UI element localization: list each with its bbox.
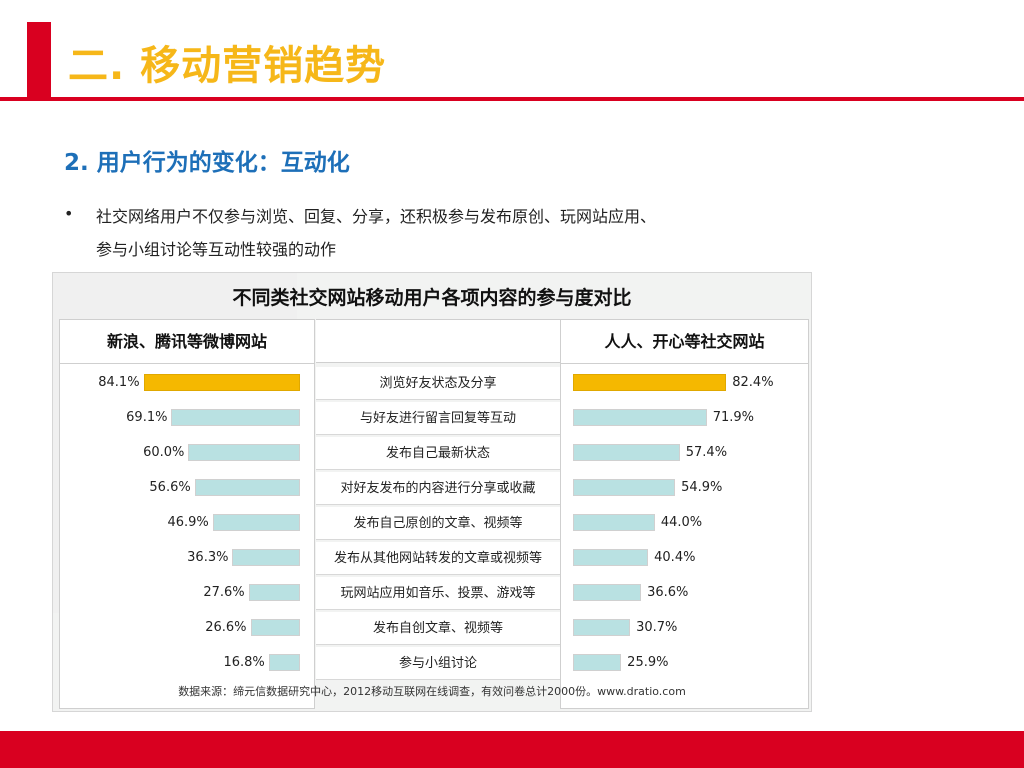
weibo-bar	[171, 409, 300, 426]
chart-title: 不同类社交网站移动用户各项内容的参与度对比	[232, 287, 632, 309]
weibo-bar	[194, 479, 300, 496]
sns-value-label: 57.4%	[685, 445, 728, 460]
weibo-bar	[248, 584, 300, 601]
sns-bar	[573, 514, 655, 531]
sns-bar	[573, 479, 676, 496]
weibo-bar	[188, 444, 300, 461]
slide-title: 二. 移动营销趋势	[68, 43, 387, 89]
bullet-text-line-1: 社交网络用户不仅参与浏览、回复、分享，还积极参与发布原创、玩网站应用、	[96, 207, 657, 226]
category-label: 对好友发布的内容进行分享或收藏	[316, 472, 560, 505]
category-label: 发布自己最新状态	[316, 437, 560, 470]
footer-bar	[0, 731, 1024, 768]
sns-bar	[573, 549, 649, 566]
sns-value-label: 40.4%	[654, 550, 696, 565]
weibo-bar	[268, 654, 300, 671]
bullet-marker: •	[64, 204, 74, 223]
sns-bar	[573, 654, 622, 671]
weibo-value-label: 46.9%	[167, 515, 209, 530]
category-label: 与好友进行留言回复等互动	[316, 402, 560, 435]
title-underline	[0, 97, 1024, 101]
section-subtitle: 2. 用户行为的变化：互动化	[64, 150, 350, 176]
category-label: 玩网站应用如音乐、投票、游戏等	[316, 577, 560, 610]
category-label: 发布从其他网站转发的文章或视频等	[316, 542, 560, 575]
sns-bar	[573, 374, 727, 391]
sns-value-label: 71.9%	[712, 410, 755, 425]
weibo-value-label: 36.3%	[187, 550, 229, 565]
sns-value-label: 44.0%	[660, 515, 703, 530]
title-accent-bar	[27, 22, 51, 98]
bullet-text-line-2: 参与小组讨论等互动性较强的动作	[96, 240, 337, 259]
category-label: 参与小组讨论	[316, 647, 560, 680]
weibo-bar	[212, 514, 300, 531]
weibo-bar	[250, 619, 300, 636]
weibo-bar	[143, 374, 300, 391]
sns-bar	[573, 584, 642, 601]
weibo-bar	[232, 549, 300, 566]
data-source-note: 数据来源：缔元信数据研究中心，2012移动互联网在线调查，有效问卷总计2000份…	[178, 685, 686, 698]
sns-value-label: 36.6%	[647, 585, 689, 600]
weibo-value-label: 27.6%	[203, 585, 245, 600]
weibo-value-label: 84.1%	[98, 375, 140, 390]
category-header-cell	[316, 319, 560, 363]
sns-bar	[573, 444, 680, 461]
weibo-value-label: 26.6%	[205, 620, 247, 635]
sns-value-label: 82.4%	[732, 375, 774, 390]
sns-value-label: 54.9%	[681, 480, 723, 495]
weibo-value-label: 56.6%	[149, 480, 191, 495]
category-label: 发布自创文章、视频等	[316, 612, 560, 645]
category-label: 浏览好友状态及分享	[316, 367, 560, 400]
sns-value-label: 30.7%	[636, 620, 678, 635]
sns-value-label: 25.9%	[627, 655, 669, 670]
weibo-value-label: 16.8%	[223, 655, 265, 670]
weibo-series-header: 新浪、腾讯等微博网站	[60, 320, 314, 364]
weibo-value-label: 69.1%	[126, 410, 168, 425]
sns-bar	[573, 409, 707, 426]
weibo-value-label: 60.0%	[143, 445, 185, 460]
sns-bar	[573, 619, 631, 636]
sns-series-header: 人人、开心等社交网站	[561, 320, 808, 364]
category-label: 发布自己原创的文章、视频等	[316, 507, 560, 540]
comparison-chart: 不同类社交网站移动用户各项内容的参与度对比 新浪、腾讯等微博网站 人人、开心等社…	[52, 272, 812, 712]
